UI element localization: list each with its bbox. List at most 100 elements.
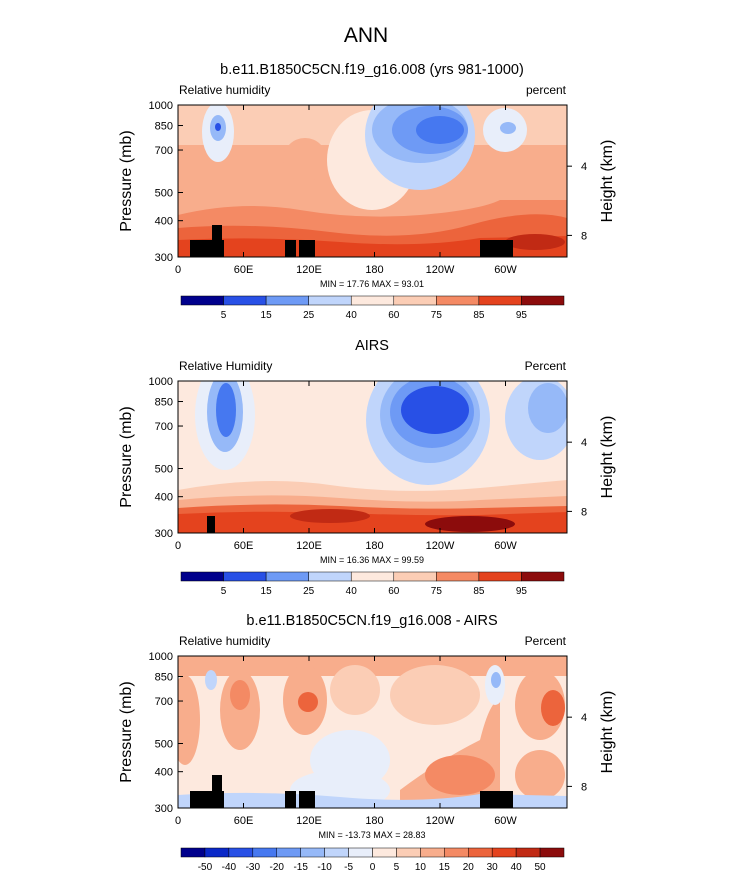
colorbar-box bbox=[300, 847, 325, 858]
y-tick-label: 500 bbox=[155, 464, 173, 476]
panel-3-left-label: Relative humidity bbox=[179, 634, 270, 648]
y2-tick-label: 4 bbox=[581, 437, 587, 449]
panel-3-ticks: 0 60E 120E 180 120W 60W 300 400 500 700 850 1000 8 4 P… bbox=[118, 651, 616, 827]
panel-3-colorbar: -50 -40 -30 -20 -15 -10 -5 0 5 10 15 20 30 40 50 bbox=[180, 847, 565, 873]
colorbar-tick-label: 95 bbox=[516, 310, 528, 321]
panel-1-stats: MIN = 17.76 MAX = 93.01 bbox=[320, 279, 424, 289]
y-tick-label: 300 bbox=[155, 528, 173, 540]
colorbar-tick-label: 10 bbox=[415, 862, 427, 873]
y-tick-label: 1000 bbox=[149, 651, 173, 663]
colorbar-tick-label: 75 bbox=[431, 310, 443, 321]
colorbar-box bbox=[223, 295, 267, 306]
x-tick-label: 180 bbox=[365, 540, 383, 552]
panel-3-title: b.e11.B1850C5CN.f19_g16.008 - AIRS bbox=[246, 613, 497, 629]
panel-2-contour-field bbox=[178, 381, 567, 533]
panel-3-right-label: Percent bbox=[525, 634, 567, 648]
panel-1: b.e11.B1850C5CN.f19_g16.008 (yrs 981-100… bbox=[118, 62, 616, 321]
colorbar-tick-label: 40 bbox=[346, 310, 358, 321]
colorbar-box bbox=[436, 295, 480, 306]
colorbar-box bbox=[393, 295, 437, 306]
x-tick-label: 0 bbox=[175, 815, 181, 827]
x-tick-label: 0 bbox=[175, 540, 181, 552]
x-tick-label: 60W bbox=[494, 264, 517, 276]
y-tick-label: 400 bbox=[155, 216, 173, 228]
panel-3-stats: MIN = -13.73 MAX = 28.83 bbox=[318, 830, 425, 840]
colorbar-tick-label: 50 bbox=[535, 862, 547, 873]
y2-tick-label: 8 bbox=[581, 506, 587, 518]
colorbar-box bbox=[478, 571, 522, 582]
x-tick-label: 60E bbox=[234, 264, 254, 276]
colorbar-tick-label: 15 bbox=[439, 862, 451, 873]
colorbar-box bbox=[515, 847, 541, 858]
panel-2: AIRS Relative Humidity Percent 0 60E 120E 1… bbox=[118, 338, 616, 597]
colorbar-box bbox=[521, 571, 565, 582]
colorbar-tick-label: 25 bbox=[303, 586, 315, 597]
y-axis-label: Pressure (mb) bbox=[118, 681, 135, 782]
colorbar-box bbox=[539, 847, 565, 858]
x-tick-label: 0 bbox=[175, 264, 181, 276]
panel-1-title: b.e11.B1850C5CN.f19_g16.008 (yrs 981-100… bbox=[220, 62, 524, 78]
colorbar-box bbox=[276, 847, 301, 858]
colorbar-box bbox=[348, 847, 373, 858]
colorbar-box bbox=[393, 571, 437, 582]
panel-2-ticks: 0 60E 120E 180 120W 60W 300 400 500 700 850 1000 8 4 P… bbox=[118, 376, 616, 552]
colorbar-box bbox=[324, 847, 349, 858]
panel-1-ticks: 0 60E 120E 180 120W 60W 300 400 500 700 850 1000 8 4 P… bbox=[118, 100, 616, 276]
colorbar-box bbox=[420, 847, 445, 858]
x-tick-label: 120W bbox=[426, 264, 455, 276]
colorbar-tick-label: 30 bbox=[487, 862, 499, 873]
panel-2-left-label: Relative Humidity bbox=[179, 359, 272, 373]
colorbar-box bbox=[265, 295, 309, 306]
colorbar-tick-label: 20 bbox=[463, 862, 475, 873]
colorbar-tick-label: 15 bbox=[261, 586, 273, 597]
colorbar-tick-label: 40 bbox=[346, 586, 358, 597]
colorbar-box bbox=[180, 295, 224, 306]
colorbar-box bbox=[265, 571, 309, 582]
colorbar-tick-label: 5 bbox=[221, 586, 227, 597]
colorbar-box bbox=[252, 847, 277, 858]
colorbar-tick-label: -20 bbox=[270, 862, 285, 873]
colorbar-tick-label: 95 bbox=[516, 586, 528, 597]
panel-1-colorbar: 5 15 25 40 60 75 85 95 bbox=[180, 295, 565, 321]
y2-axis-label: Height (km) bbox=[599, 140, 616, 223]
colorbar-box bbox=[468, 847, 493, 858]
colorbar-tick-label: 85 bbox=[473, 586, 485, 597]
colorbar-tick-label: -50 bbox=[198, 862, 213, 873]
colorbar-box bbox=[372, 847, 397, 858]
colorbar-tick-label: 5 bbox=[394, 862, 400, 873]
y-tick-label: 300 bbox=[155, 252, 173, 264]
x-tick-label: 180 bbox=[365, 815, 383, 827]
y-tick-label: 500 bbox=[155, 739, 173, 751]
panel-1-contour-field bbox=[178, 105, 567, 257]
panel-1-left-label: Relative humidity bbox=[179, 83, 270, 97]
y-tick-label: 400 bbox=[155, 767, 173, 779]
colorbar-box bbox=[308, 571, 352, 582]
y-tick-label: 700 bbox=[155, 696, 173, 708]
y-tick-label: 850 bbox=[155, 672, 173, 684]
panel-2-right-label: Percent bbox=[525, 359, 567, 373]
y2-tick-label: 8 bbox=[581, 230, 587, 242]
y-tick-label: 850 bbox=[155, 397, 173, 409]
y2-tick-label: 8 bbox=[581, 781, 587, 793]
x-tick-label: 120E bbox=[296, 540, 322, 552]
colorbar-box bbox=[228, 847, 254, 858]
x-tick-label: 60W bbox=[494, 540, 517, 552]
colorbar-tick-label: -30 bbox=[246, 862, 261, 873]
x-tick-label: 120E bbox=[296, 264, 322, 276]
y-tick-label: 1000 bbox=[149, 100, 173, 112]
colorbar-box bbox=[436, 571, 480, 582]
colorbar-box bbox=[180, 847, 206, 858]
colorbar-tick-label: -15 bbox=[293, 862, 308, 873]
y-tick-label: 300 bbox=[155, 803, 173, 815]
colorbar-tick-label: -5 bbox=[344, 862, 353, 873]
colorbar-box bbox=[478, 295, 522, 306]
panel-2-title: AIRS bbox=[355, 338, 389, 354]
y2-axis-label: Height (km) bbox=[599, 691, 616, 774]
colorbar-tick-label: -10 bbox=[317, 862, 332, 873]
colorbar-box bbox=[223, 571, 267, 582]
y-axis-label: Pressure (mb) bbox=[118, 406, 135, 507]
y-tick-label: 400 bbox=[155, 492, 173, 504]
panel-3-contour-field bbox=[178, 656, 567, 808]
y-tick-label: 700 bbox=[155, 145, 173, 157]
